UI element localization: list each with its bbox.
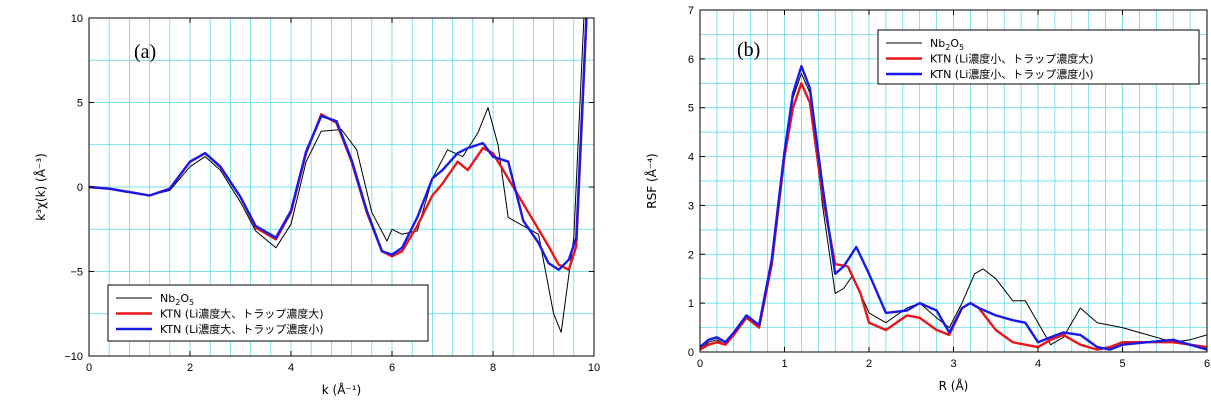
x-tick-label: 1 [781, 358, 787, 370]
series-line-red [89, 18, 588, 271]
y-tick-label: 3 [688, 200, 694, 212]
legend-label: KTN (Li濃度大、トラップ濃度小) [160, 322, 324, 336]
y-tick-label: 1 [688, 298, 694, 310]
legend-label: Nb2O5 [930, 37, 964, 52]
series-line-blue [700, 64, 1207, 351]
x-tick-label: 3 [950, 358, 956, 370]
y-tick-label: 10 [71, 13, 83, 25]
y-tick-label: −5 [70, 267, 83, 279]
y-tick-label: 6 [688, 54, 694, 66]
x-axis-label: R (Å) [939, 378, 969, 393]
panel-label: (b) [737, 39, 760, 61]
x-axis-label: k (Å⁻¹) [322, 382, 361, 397]
y-tick-label: 4 [688, 152, 694, 164]
legend-label: KTN (Li濃度小、トラップ濃度小) [930, 67, 1094, 81]
x-tick-label: 0 [86, 362, 92, 374]
series-line-blue [89, 18, 588, 271]
x-tick-label: 0 [697, 358, 703, 370]
y-tick-label: 5 [77, 98, 83, 110]
legend-box [877, 29, 1200, 85]
x-tick-label: 5 [1119, 358, 1125, 370]
x-tick-label: 8 [490, 362, 496, 374]
y-tick-label: 2 [688, 249, 694, 261]
y-tick-label: −10 [64, 351, 83, 363]
series-line-nb2o5 [89, 18, 585, 333]
panel-label: (a) [134, 41, 156, 63]
y-tick-label: 0 [77, 182, 83, 194]
y-tick-label: 0 [688, 347, 694, 359]
x-tick-label: 6 [389, 362, 395, 374]
y-tick-label: 5 [688, 103, 694, 115]
y-tick-label: 7 [688, 5, 694, 17]
chart-panel-a: 0 2 4 6 8 10 10 5 0 −5 −10 k (Å⁻¹) k³χ(k) (Å⁻³) (a) Nb… [33, 13, 600, 397]
legend-label: Nb2O5 [160, 292, 194, 307]
x-tick-label: 2 [187, 362, 193, 374]
x-tick-label: 4 [288, 362, 294, 374]
legend-label: KTN (Li濃度小、トラップ濃度大) [930, 52, 1094, 66]
x-tick-label: 2 [866, 358, 872, 370]
y-axis-label: k³χ(k) (Å⁻³) [33, 153, 48, 221]
legend-box [107, 284, 429, 342]
legend-label: KTN (Li濃度大、トラップ濃度大) [160, 307, 324, 321]
y-axis-label: RSF (Å⁻⁴) [644, 153, 659, 208]
x-tick-label: 10 [588, 362, 600, 374]
x-tick-label: 4 [1035, 358, 1041, 370]
x-tick-label: 6 [1204, 358, 1210, 370]
